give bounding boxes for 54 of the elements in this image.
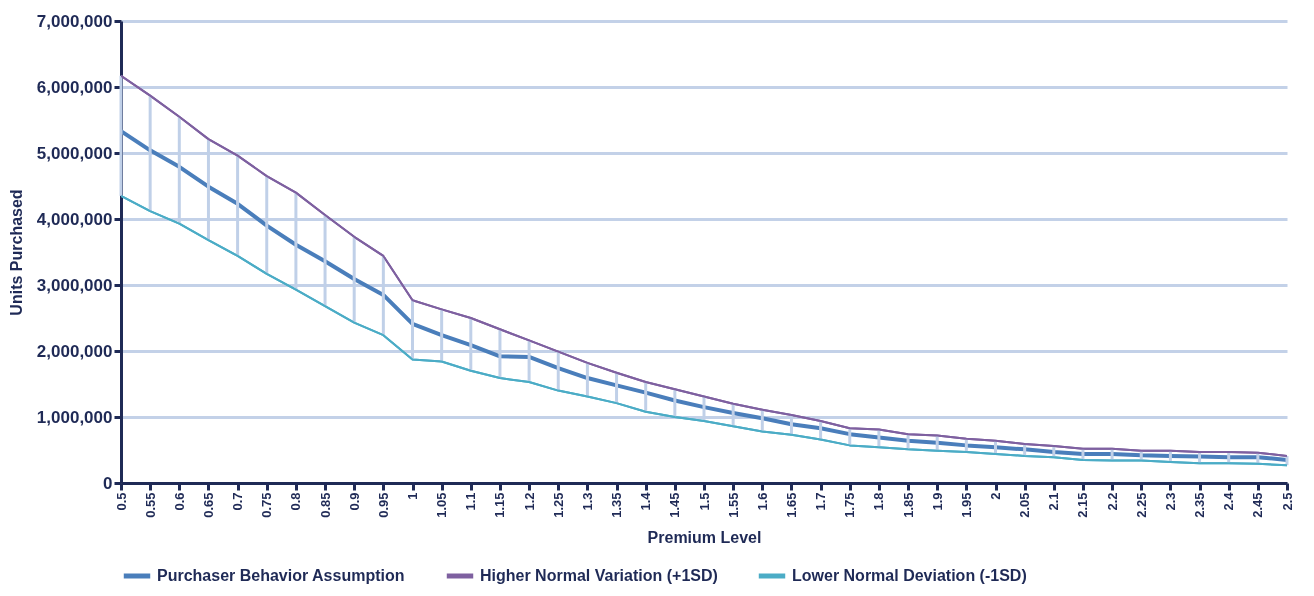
x-tick-label: 1.15 [492,492,508,518]
x-tick-label: 1.05 [434,492,450,518]
x-tick-label: 0.65 [200,492,216,518]
x-tick-label: 1.3 [579,492,595,511]
x-tick-label: 2 [988,492,1003,500]
x-tick-label: 0.9 [346,492,362,511]
x-tick-label: 0.95 [375,492,391,518]
x-tick-label: 1.8 [871,492,887,511]
x-tick-label: 2.45 [1250,492,1266,518]
x-tick-label: 0.6 [171,492,187,511]
x-tick-label: 1.2 [521,492,537,511]
y-tick-label: 6,000,000 [36,77,113,97]
x-tick-label: 2.05 [1017,492,1033,518]
y-tick-label: 0 [103,473,113,493]
x-tick-label: 1.1 [463,492,479,511]
x-tick-label: 2.5 [1279,492,1295,511]
x-tick-label: 1.7 [813,492,829,511]
x-tick-label: 2.35 [1192,492,1208,518]
x-tick-label: 1.6 [754,492,770,511]
legend-label: Purchaser Behavior Assumption [157,567,405,584]
x-tick-label: 0.75 [259,492,275,518]
x-tick-label: 1.55 [725,492,741,518]
x-tick-label: 1.65 [783,492,799,518]
x-axis-title: Premium Level [647,528,762,546]
x-tick-label: 0.85 [317,492,333,518]
x-tick-label: 1.35 [609,492,625,518]
x-tick-label: 1.9 [929,492,945,511]
x-tick-label: 0.8 [288,492,304,511]
legend-label: Lower Normal Deviation (-1SD) [792,567,1027,584]
y-tick-label: 7,000,000 [36,11,113,31]
x-tick-label: 1.85 [900,492,916,518]
x-tick-label: 1 [405,492,420,500]
y-axis-title: Units Purchased [7,189,25,316]
x-tick-label: 1.95 [958,492,974,518]
x-tick-label: 1.4 [638,491,654,511]
x-tick-label: 2.1 [1046,492,1062,511]
x-tick-label: 1.75 [842,492,858,518]
x-tick-label: 0.55 [142,492,158,518]
x-tick-label: 1.25 [550,492,566,518]
x-tick-label: 0.7 [230,492,246,511]
x-tick-label: 0.5 [113,492,129,511]
legend-label: Higher Normal Variation (+1SD) [480,567,718,584]
x-tick-label: 1.45 [667,492,683,518]
x-tick-label: 2.15 [1075,492,1091,518]
y-tick-label: 5,000,000 [36,143,113,163]
x-tick-label: 2.25 [1133,492,1149,518]
y-tick-label: 2,000,000 [36,341,113,361]
x-tick-label: 1.5 [696,492,712,511]
y-tick-label: 4,000,000 [36,209,113,229]
x-tick-label: 2.2 [1104,492,1120,511]
y-tick-label: 1,000,000 [36,407,113,427]
y-tick-label: 3,000,000 [36,275,113,295]
x-tick-label: 2.4 [1221,491,1237,511]
x-tick-label: 2.3 [1162,492,1178,511]
